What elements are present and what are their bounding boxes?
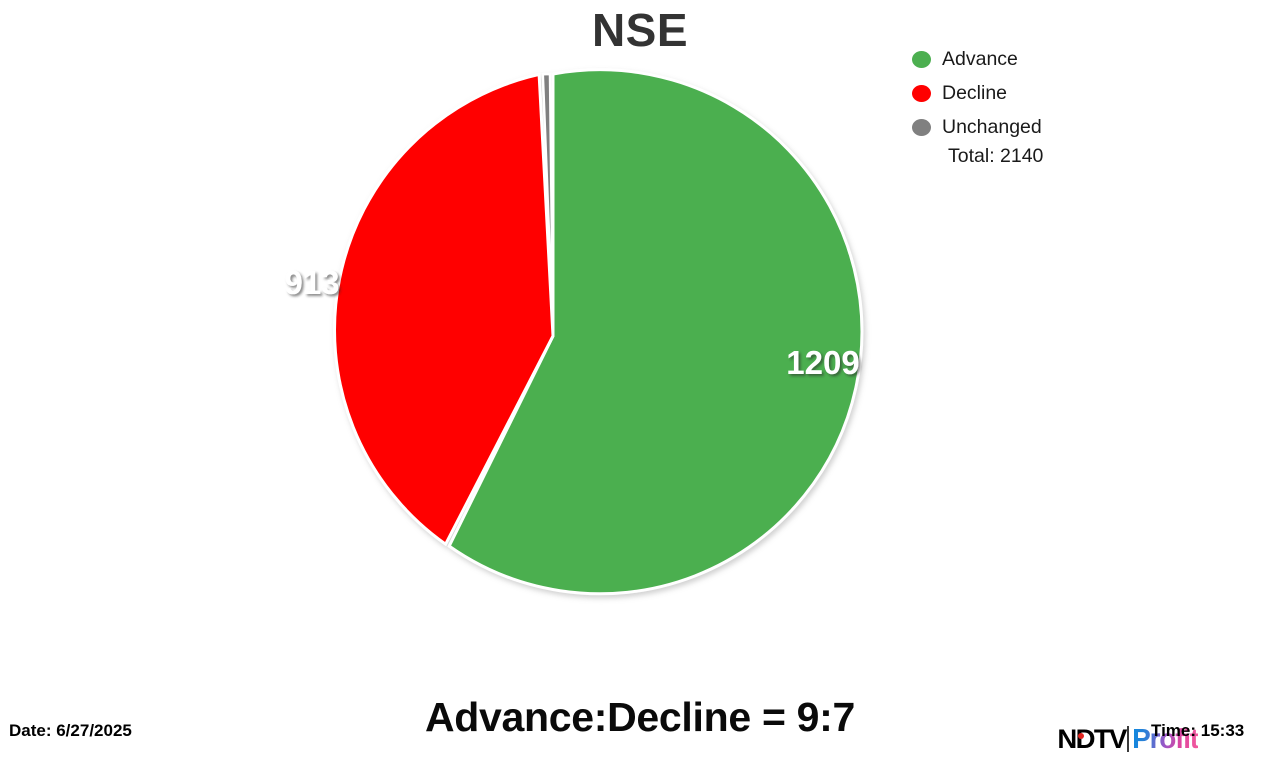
legend-label-decline: Decline [942,81,1008,104]
page-title: NSE [591,4,689,56]
legend-label-unchanged: Unchanged [942,115,1042,138]
pie-slice-decline[interactable] [333,72,555,547]
pie-chart: 1209 913 [284,68,864,601]
legend-item-unchanged[interactable]: Unchanged [912,110,1212,144]
slice-value-decline: 913 [284,264,339,301]
time-label: Time: 15:33 [1151,721,1245,740]
advance-decline-ratio: Advance:Decline = 9:7 [424,694,856,740]
legend-item-decline[interactable]: Decline [912,76,1212,110]
pie-slice-advance[interactable] [447,68,864,596]
legend-label-advance: Advance [942,47,1018,70]
brand-divider [1127,726,1130,752]
pie-chart-svg: 1209 913 [284,68,864,596]
legend-swatch-decline-icon [912,84,931,102]
legend-item-advance[interactable]: Advance [912,42,1212,76]
ndtv-profit-logo: NDTV Profit [1057,719,1199,759]
brand-ndtv-text: NDTV [1057,723,1127,754]
legend-total-label: Total: 2140 [948,145,1044,167]
legend-swatch-advance-icon [912,50,931,68]
date-label: Date: 6/27/2025 [9,721,132,740]
chart-legend: Advance Decline Unchanged Total: 2140 [912,42,1212,168]
pie-slice-unchanged[interactable] [541,72,555,337]
slice-value-advance: 1209 [786,344,859,381]
brand-red-dot-icon [1078,733,1084,739]
brand-profit-text: Profit [1132,723,1199,754]
legend-swatch-unchanged-icon [912,118,931,136]
